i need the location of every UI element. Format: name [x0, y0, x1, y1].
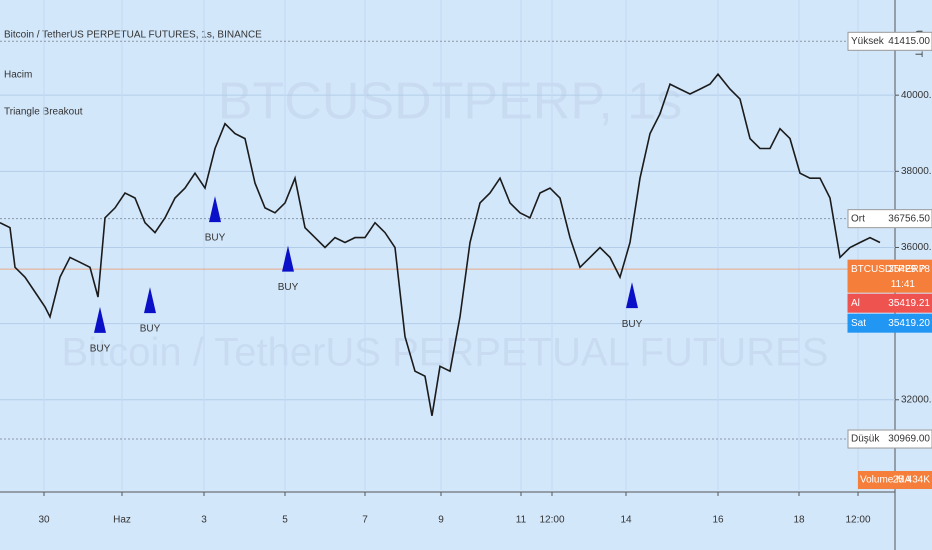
buy-signal — [94, 306, 106, 333]
price-tag — [847, 31, 932, 51]
volume-ma-name: Volume MA — [860, 475, 911, 486]
price-tag — [847, 429, 932, 449]
x-tick-label: 14 — [620, 515, 632, 526]
price-tag-value: 35429.78 — [888, 264, 930, 275]
buy-signal — [626, 282, 638, 309]
buy-signal — [144, 287, 156, 314]
signal-label: BUY — [205, 233, 226, 244]
buy-signal — [209, 196, 221, 223]
signal-label: BUY — [622, 319, 643, 330]
price-tag-name: Sat — [851, 318, 866, 329]
buy-signal — [282, 245, 294, 272]
price-tag-name: Yüksek — [851, 36, 885, 47]
x-tick-label: 11 — [516, 515, 527, 526]
y-tick-label: 38000.00 — [901, 166, 932, 177]
price-tag — [847, 293, 932, 313]
y-tick-label: 32000.00 — [901, 394, 932, 405]
x-tick-label: 12:00 — [845, 515, 870, 526]
x-tick-label: 5 — [282, 515, 288, 526]
x-tick-label: 9 — [438, 515, 444, 526]
price-tag-name: Al — [851, 298, 860, 309]
watermark: BTCUSDTPERP, 1s — [218, 73, 682, 131]
price-tag — [847, 313, 932, 333]
price-tag-value: 35419.20 — [888, 318, 930, 329]
x-tick-label: 7 — [362, 515, 368, 526]
y-tick-label: 40000.00 — [901, 90, 932, 101]
x-tick-label: 12:00 — [539, 515, 564, 526]
price-tag-name: BTCUSDTPERP — [851, 264, 926, 275]
price-tag-name: Düşük — [851, 434, 880, 445]
signal-label: BUY — [90, 344, 111, 355]
watermark: Bitcoin / TetherUS PERPETUAL FUTURES — [62, 331, 829, 375]
price-tag-value: 35419.21 — [888, 298, 930, 309]
indicator-label: Triangle Breakout — [4, 107, 83, 118]
x-tick-label: 18 — [793, 515, 805, 526]
x-tick-label: 3 — [201, 515, 207, 526]
price-tag-value: 36756.50 — [888, 213, 930, 224]
volume-ma-value: 25.434K — [893, 475, 931, 486]
price-tag-time: 11:41 — [891, 279, 916, 290]
volume-ma-tag — [858, 471, 932, 489]
x-tick-label: 30 — [38, 515, 50, 526]
indicator-label: Hacim — [4, 70, 32, 81]
price-tag-value: 30969.00 — [888, 434, 930, 445]
price-line-series — [0, 72, 881, 416]
price-tag-name: Ort — [851, 213, 865, 224]
x-tick-label: Haz — [113, 515, 131, 526]
signal-label: BUY — [140, 324, 161, 335]
price-tag-value: 41415.00 — [888, 36, 930, 47]
price-tag — [847, 259, 932, 293]
y-tick-label: 36000.00 — [901, 242, 932, 253]
signal-label: BUY — [278, 282, 299, 293]
chart-title: Bitcoin / TetherUS PERPETUAL FUTURES, 1s… — [4, 30, 262, 41]
price-tag — [847, 209, 932, 229]
x-tick-label: 16 — [712, 515, 724, 526]
